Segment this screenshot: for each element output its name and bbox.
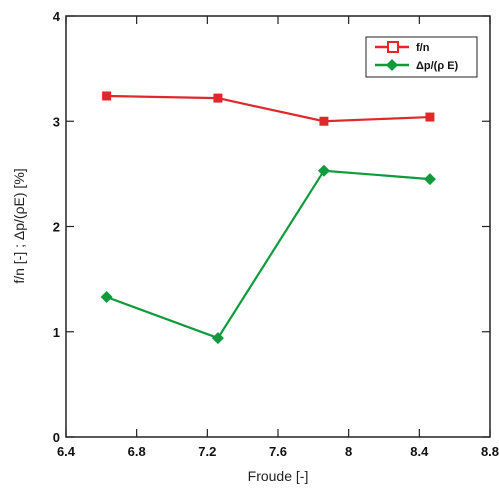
y-tick-label: 1	[53, 325, 60, 340]
data-point-square	[320, 117, 328, 125]
x-tick-label: 8.4	[410, 444, 429, 459]
legend-marker-fn	[388, 42, 398, 52]
y-axis-label: f/n [-] ; Δp/(ρE) [%]	[11, 168, 27, 283]
data-point-square	[214, 94, 222, 102]
legend-label-dp: Δp/(ρ E)	[416, 60, 459, 72]
y-tick-label: 3	[53, 114, 60, 129]
data-point-square	[426, 113, 434, 121]
plot-area	[66, 16, 490, 437]
x-tick-label: 8	[345, 444, 352, 459]
x-tick-label: 8.8	[481, 444, 499, 459]
x-axis-label: Froude [-]	[248, 468, 309, 484]
x-tick-label: 7.2	[198, 444, 216, 459]
legend: f/n Δp/(ρ E)	[366, 37, 477, 77]
x-tick-label: 7.6	[269, 444, 287, 459]
y-tick-label: 2	[53, 220, 60, 235]
y-tick-label: 4	[53, 9, 61, 24]
x-tick-label: 6.8	[128, 444, 146, 459]
y-tick-label: 0	[53, 430, 60, 445]
legend-label-fn: f/n	[416, 42, 430, 54]
x-tick-label: 6.4	[57, 444, 76, 459]
data-point-square	[103, 92, 111, 100]
